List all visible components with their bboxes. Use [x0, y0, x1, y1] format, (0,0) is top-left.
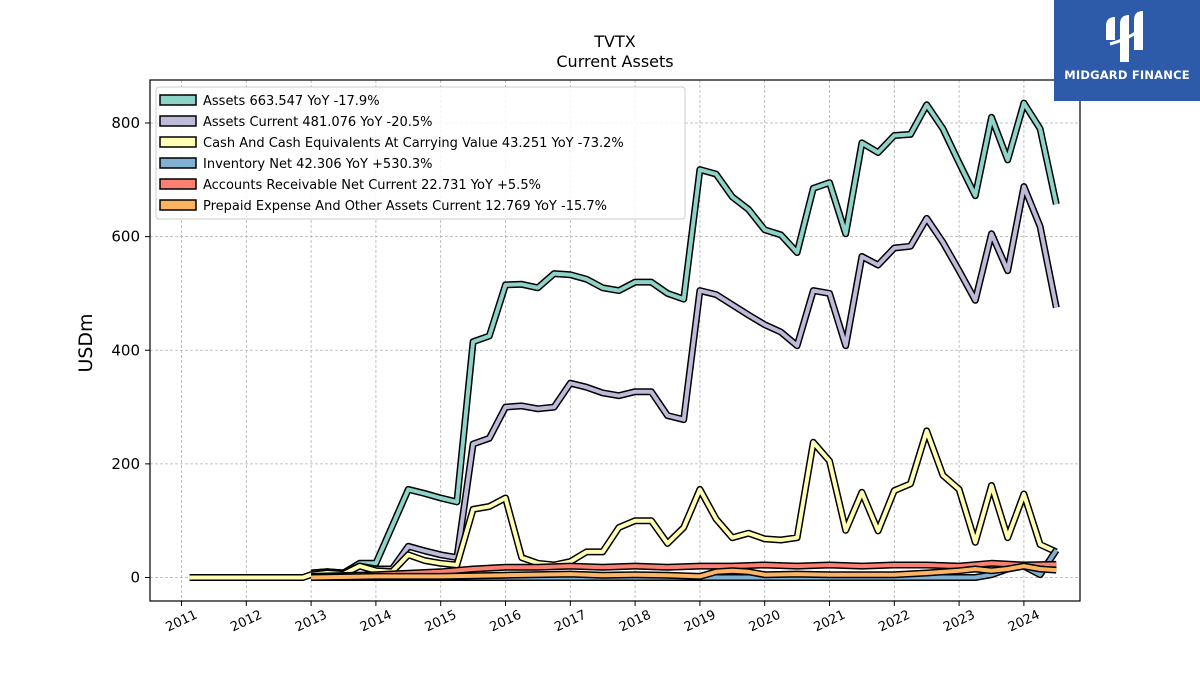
series-5-line	[311, 564, 1057, 580]
series-1-line	[310, 184, 1059, 575]
x-tick-label: 2012	[228, 608, 264, 636]
y-tick-label: 400	[111, 341, 140, 359]
legend-box	[155, 86, 686, 220]
y-tick-label: 200	[111, 455, 140, 473]
legend-swatch	[159, 136, 197, 148]
x-tick-label: 2022	[876, 608, 912, 636]
legend-label: Assets 663.547 YoY -17.9%	[203, 94, 380, 109]
x-tick-label: 2011	[164, 608, 200, 636]
y-tick-label: 600	[111, 228, 140, 246]
chart-title: TVTX	[593, 32, 635, 51]
x-tick-label: 2013	[293, 608, 329, 636]
x-tick-label: 2016	[488, 608, 524, 636]
x-tick-label: 2024	[1006, 608, 1042, 636]
y-tick-label: 0	[130, 569, 140, 587]
x-tick-label: 2023	[941, 608, 977, 636]
legend-label: Inventory Net 42.306 YoY +530.3%	[203, 157, 433, 172]
x-tick-label: 2020	[747, 608, 783, 636]
legend-swatch	[159, 94, 197, 106]
legend-swatch	[159, 115, 197, 127]
x-tick-label: 2017	[552, 608, 588, 636]
logo-text: MIDGARD FINANCE	[1064, 68, 1190, 82]
x-tick-label: 2019	[682, 608, 718, 636]
legend-swatch	[159, 199, 197, 211]
x-tick-label: 2015	[423, 608, 459, 636]
series-2-outline	[189, 427, 1058, 581]
legend-label: Cash And Cash Equivalents At Carrying Va…	[203, 136, 624, 151]
y-axis-label: USDm	[75, 313, 97, 372]
legend-label: Assets Current 481.076 YoY -20.5%	[203, 115, 433, 130]
chart-subtitle: Current Assets	[556, 52, 673, 71]
series-4-line	[311, 561, 1057, 579]
x-tick-label: 2014	[358, 608, 394, 636]
y-tick-label: 800	[111, 114, 140, 132]
legend: Assets 663.547 YoY -17.9% Assets Current …	[155, 86, 686, 220]
legend-swatch	[159, 178, 197, 190]
midgard-finance-logo: MIDGARD FINANCE	[1054, 0, 1200, 101]
legend-swatch	[159, 157, 197, 169]
legend-label: Prepaid Expense And Other Assets Current…	[203, 199, 607, 214]
plot-frame	[149, 79, 1081, 602]
logo-mark-icon	[1106, 11, 1143, 62]
series-0-line	[310, 101, 1059, 575]
series-2-line	[189, 428, 1058, 580]
series-lines	[189, 99, 1060, 581]
x-tick-label: 2021	[812, 608, 848, 636]
legend-label: Accounts Receivable Net Current 22.731 Y…	[203, 178, 541, 193]
x-tick-label: 2018	[617, 608, 653, 636]
